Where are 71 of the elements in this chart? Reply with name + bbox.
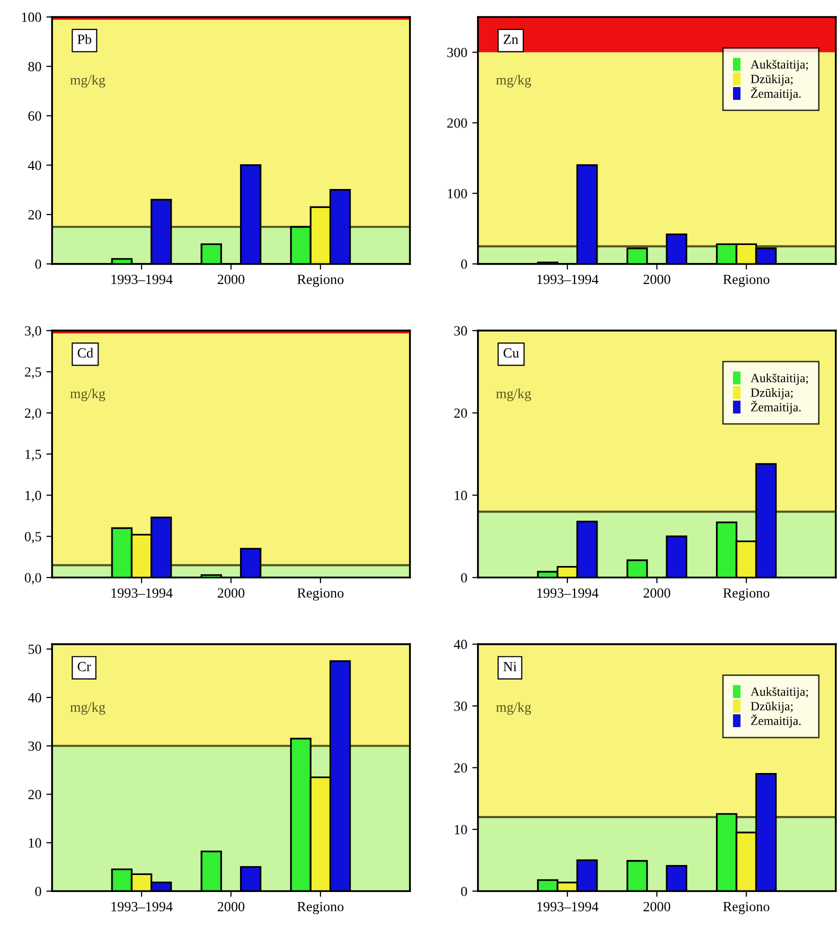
text: Cd	[78, 348, 94, 358]
y-tick-label: 0	[35, 886, 42, 896]
y-tick-label: 0	[35, 259, 42, 269]
y-tick-label: 1,0	[26, 490, 42, 502]
y-tick-label: 100	[22, 12, 42, 22]
x-tick-label: Regiono	[297, 588, 344, 601]
text: Zn	[504, 34, 518, 44]
y-axis-title: mg/kg	[496, 74, 532, 88]
x-tick-label: 2000	[644, 588, 670, 598]
y-tick-label: 20	[454, 763, 467, 773]
y-tick-label: 20	[454, 408, 467, 418]
y-tick-label: 50	[28, 644, 42, 654]
y-tick-label: 300	[447, 48, 467, 58]
legend-label: Dzūkija;	[750, 74, 793, 86]
x-tick-label: Regiono	[723, 588, 770, 601]
y-tick-label: 30	[454, 326, 467, 336]
x-tick-label: 2000	[218, 588, 244, 598]
y-axis-title: mg/kg	[496, 702, 532, 715]
legend-label: Aukštaitija;	[750, 373, 808, 385]
y-tick-label: 20	[28, 790, 42, 800]
y-tick-label: 60	[28, 111, 42, 121]
y-tick-label: 3,0	[24, 326, 42, 338]
y-tick-label: 0,5	[24, 532, 42, 544]
legend-label: Aukštaitija;	[750, 60, 808, 72]
x-tick-label: 1993–1994	[537, 902, 598, 912]
x-tick-label: Regiono	[723, 902, 770, 914]
y-tick-label: 80	[28, 62, 42, 72]
x-tick-label: 1993–1994	[112, 902, 173, 912]
x-tick-label: 2000	[218, 902, 244, 912]
y-tick-label: 2,0	[24, 408, 42, 420]
legend-label: Žemaitija.	[751, 86, 801, 100]
x-tick-label: 1993–1994	[112, 274, 173, 284]
x-tick-label: Regiono	[297, 274, 344, 287]
y-axis-title: mg/kg	[496, 388, 532, 402]
text: Cr	[78, 662, 91, 672]
y-tick-label: 40	[28, 693, 42, 702]
y-tick-label: 0	[461, 573, 467, 582]
y-tick-label: 30	[28, 741, 42, 751]
x-tick-label: Regiono	[297, 902, 344, 914]
legend-label: Dzūkija;	[750, 702, 793, 713]
legend-label: Dzūkija;	[750, 388, 793, 400]
text: Pb	[78, 34, 92, 44]
y-axis-title: mg/kg	[70, 388, 106, 402]
y-tick-label: 10	[454, 490, 467, 500]
y-tick-label: 0,0	[24, 573, 42, 584]
text: Cu	[504, 348, 519, 358]
y-tick-label: 10	[28, 838, 42, 848]
y-tick-label: 200	[447, 118, 467, 128]
y-tick-label: 30	[454, 702, 467, 711]
y-tick-label: 40	[28, 160, 42, 170]
y-tick-label: 10	[454, 824, 467, 834]
y-tick-label: 20	[28, 210, 42, 220]
y-tick-label: 100	[448, 188, 467, 198]
x-tick-label: 2000	[218, 274, 244, 284]
x-tick-label: 1993–1994	[537, 274, 598, 284]
x-tick-label: Regiono	[723, 274, 770, 287]
x-tick-label: 2000	[644, 274, 670, 284]
y-tick-label: 40	[454, 640, 467, 650]
y-tick-label: 0	[461, 259, 467, 269]
legend-label: Aukštaitija;	[750, 687, 808, 698]
x-tick-label: 2000	[644, 902, 670, 912]
legend-label: Žemaitija.	[751, 400, 801, 414]
legend-label: Žemaitija.	[751, 714, 801, 728]
x-tick-label: 1993–1994	[112, 588, 173, 598]
text: Ni	[503, 662, 517, 672]
y-tick-label: 0	[461, 886, 467, 896]
y-tick-label: 2,5	[24, 367, 42, 379]
y-axis-title: mg/kg	[70, 74, 106, 88]
x-tick-label: 1993–1994	[537, 588, 598, 598]
y-axis-title: mg/kg	[70, 702, 106, 715]
y-tick-label: 1,5	[26, 450, 42, 462]
